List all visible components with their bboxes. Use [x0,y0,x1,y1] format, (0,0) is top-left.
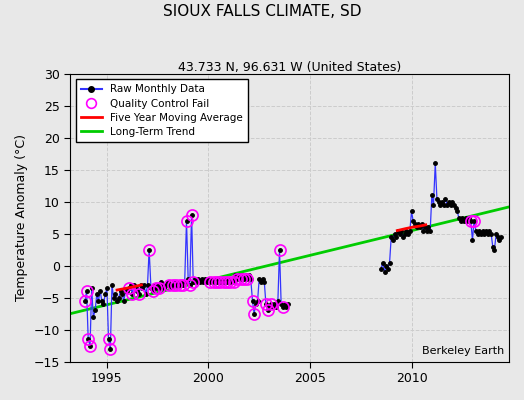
Text: Berkeley Earth: Berkeley Earth [422,346,505,356]
Y-axis label: Temperature Anomaly (°C): Temperature Anomaly (°C) [15,134,28,301]
Title: 43.733 N, 96.631 W (United States): 43.733 N, 96.631 W (United States) [178,61,401,74]
Legend: Raw Monthly Data, Quality Control Fail, Five Year Moving Average, Long-Term Tren: Raw Monthly Data, Quality Control Fail, … [75,79,248,142]
Text: SIOUX FALLS CLIMATE, SD: SIOUX FALLS CLIMATE, SD [163,4,361,19]
